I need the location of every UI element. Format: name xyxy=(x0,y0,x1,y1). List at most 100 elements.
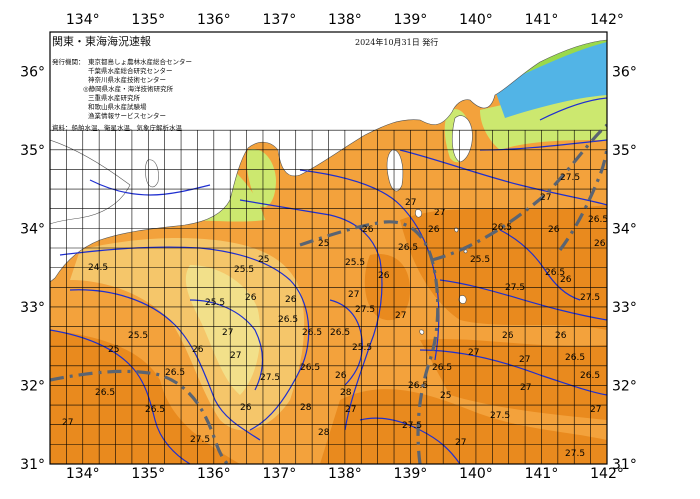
issuer-line: 千葉県水産総合研究センター xyxy=(88,66,173,75)
isotherm-label: 26 xyxy=(560,275,572,285)
isotherm-line xyxy=(499,229,581,301)
isotherm-label: 26.5 xyxy=(300,363,320,373)
isotherm-line xyxy=(239,199,383,431)
isotherm-label: 25.5 xyxy=(205,298,225,308)
isotherm-line xyxy=(399,149,607,206)
isotherm-label: 27 xyxy=(590,405,601,415)
isotherm-label: 26 xyxy=(245,293,257,303)
warm-water-region-south xyxy=(320,389,607,464)
isotherm-label: 26.5 xyxy=(565,353,585,363)
current-axis-line xyxy=(299,220,440,464)
header-overlay: 関東・東海海況速報 2024年10月31日 発行 xyxy=(52,34,438,48)
isotherm-label: 26 xyxy=(192,345,204,355)
lat-tick-label: 36° xyxy=(20,64,45,80)
land-boso-peninsula xyxy=(451,115,473,163)
lon-tick-label: 139° xyxy=(394,12,428,28)
isotherm-label: 25 xyxy=(258,255,269,265)
data-source-note: 資料：船舶水温、衛星水温、気象庁解析水温 xyxy=(52,123,183,132)
isotherm-label: 28 xyxy=(300,403,312,413)
isotherm-label: 26 xyxy=(240,403,252,413)
land-awaji-island xyxy=(145,159,159,188)
lon-tick-label: 142° xyxy=(590,466,624,482)
lat-tick-label: 33° xyxy=(20,300,45,316)
isotherm-label: 27 xyxy=(222,328,233,338)
isotherm-label: 27 xyxy=(230,351,241,361)
land-small-island xyxy=(454,227,459,233)
isotherm-label: 26.5 xyxy=(165,368,185,378)
isotherm-label: 26 xyxy=(548,225,560,235)
isotherm-line xyxy=(419,349,607,396)
lat-tick-label: 34° xyxy=(612,221,637,237)
lat-tick-label: 34° xyxy=(20,221,45,237)
isotherm-label: 26 xyxy=(594,239,606,249)
isotherm-label: 25 xyxy=(108,345,119,355)
isotherm-label: 27.5 xyxy=(260,373,280,383)
isotherm-label: 26 xyxy=(362,225,374,235)
lon-tick-label: 138° xyxy=(328,466,362,482)
isotherm-label: 26 xyxy=(502,331,514,341)
isotherm-label: 26.5 xyxy=(588,215,608,225)
issuer-line: 和歌山県水産試験場 xyxy=(88,102,147,111)
latitude-labels-right: 36° 35° 34° 33° 32° 31° xyxy=(612,64,637,473)
longitude-labels-top: 134° 135° 136° 137° 138° 139° 140° 141° 142° xyxy=(66,12,624,28)
isotherm-label: 27 xyxy=(468,348,479,358)
map-title: 関東・東海海況速報 xyxy=(52,34,151,48)
isotherm-label: 26 xyxy=(555,331,567,341)
isotherm-label: 27 xyxy=(455,438,466,448)
current-axis-line xyxy=(558,147,607,251)
issuer-block: 発行機関： 東京都島しょ農林水産総合センター 千葉県水産総合研究センター 神奈川… xyxy=(52,57,192,132)
current-axis-line xyxy=(431,123,607,262)
isotherm-label: 26 xyxy=(378,271,390,281)
kuroshio-current-axis xyxy=(50,123,607,464)
isotherm-label: 27.5 xyxy=(402,421,422,431)
isotherm-label: 26.5 xyxy=(545,268,565,278)
lat-tick-label: 33° xyxy=(612,300,637,316)
isotherm-label: 27 xyxy=(62,418,73,428)
isotherm-label: 27 xyxy=(348,290,359,300)
isotherm-label: 27 xyxy=(345,405,356,415)
isotherm-label: 26.5 xyxy=(398,243,418,253)
isotherm-label: 25 xyxy=(440,391,451,401)
isotherm-line xyxy=(539,97,607,121)
cool-water-ise-bay xyxy=(246,149,276,208)
lat-tick-label: 36° xyxy=(612,64,637,80)
isotherm-line xyxy=(439,279,607,321)
warm-water-region-sw xyxy=(50,330,240,464)
lon-tick-label: 135° xyxy=(131,12,165,28)
isotherm-label: 25.5 xyxy=(128,331,148,341)
lat-tick-label: 35° xyxy=(612,143,637,159)
lon-tick-label: 140° xyxy=(459,466,493,482)
isotherm-label: 27.5 xyxy=(560,173,580,183)
isotherm-label: 24.5 xyxy=(88,263,108,273)
land-shikoku xyxy=(50,139,131,225)
lon-tick-label: 137° xyxy=(262,12,296,28)
isotherm-label: 25.5 xyxy=(345,258,365,268)
land-small-island xyxy=(463,249,468,254)
lon-tick-label: 136° xyxy=(197,12,231,28)
isotherm-label: 26.5 xyxy=(95,388,115,398)
lon-tick-label: 135° xyxy=(131,466,165,482)
lat-tick-label: 35° xyxy=(20,143,45,159)
issuer-label: 発行機関： xyxy=(52,57,85,66)
isotherm-label: 26.5 xyxy=(432,363,452,373)
lat-lon-grid xyxy=(50,129,607,464)
isotherm-label: 28 xyxy=(340,388,352,398)
issuer-line: 神奈川県水産技術センター xyxy=(88,75,166,84)
land-miyake-island xyxy=(458,295,467,304)
isotherm-label: 27.5 xyxy=(490,411,510,421)
isotherm-label: 27.5 xyxy=(190,435,210,445)
issuer-line: 三重県水産研究所 xyxy=(88,93,141,102)
lon-tick-label: 134° xyxy=(66,12,100,28)
cold-water-northeast xyxy=(495,40,607,118)
lon-tick-label: 140° xyxy=(459,12,493,28)
isotherm-label: 25.5 xyxy=(234,265,254,275)
isotherm-label: 26.5 xyxy=(408,381,428,391)
lon-tick-label: 142° xyxy=(590,12,624,28)
map-frame xyxy=(49,31,608,465)
issue-date: 2024年10月31日 発行 xyxy=(355,37,438,47)
warm-water-region-se xyxy=(420,338,607,420)
isotherm-line xyxy=(189,299,264,391)
isotherm-label: 26.5 xyxy=(302,328,322,338)
isotherm-label: 26 xyxy=(285,295,297,305)
